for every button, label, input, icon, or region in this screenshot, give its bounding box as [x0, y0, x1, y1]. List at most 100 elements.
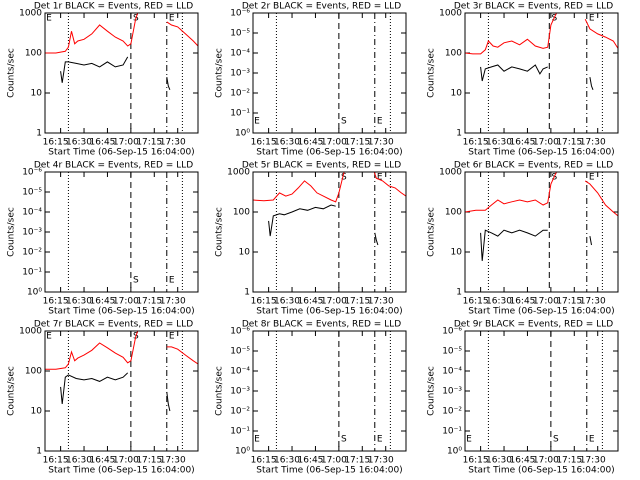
- marker-label: S: [553, 435, 559, 445]
- y-tick-label: 10: [239, 248, 251, 258]
- x-tick-label: 17:00: [321, 297, 347, 307]
- y-tick-label: 10⁻⁶: [22, 168, 42, 178]
- x-tick-label: 17:00: [533, 456, 559, 466]
- y-tick-label: 10: [31, 89, 43, 99]
- y-tick-label: 100: [445, 49, 462, 59]
- marker-label: E: [589, 14, 595, 24]
- x-tick-label: 16:30: [486, 297, 512, 307]
- y-tick-label: 10: [31, 407, 43, 417]
- y-tick-label: 100: [445, 208, 462, 218]
- y-tick-label: 10⁻²: [230, 89, 250, 99]
- y-tick-label: 10⁻⁶: [230, 327, 250, 337]
- x-tick-label: 17:15: [136, 456, 162, 466]
- y-tick-label: 10: [451, 89, 463, 99]
- y-tick-label: 100: [233, 208, 250, 218]
- x-tick-label: 17:15: [556, 138, 582, 148]
- y-tick-label: 10⁻¹: [230, 427, 250, 437]
- panel-title: Det 8r BLACK = Events, RED = LLD: [242, 320, 401, 330]
- panel-title: Det 9r BLACK = Events, RED = LLD: [454, 320, 613, 330]
- x-tick-label: 16:30: [66, 297, 92, 307]
- x-tick-label: 16:15: [43, 138, 69, 148]
- x-axis-label: Start Time (06-Sep-15 16:04:00): [48, 148, 194, 158]
- panel-title: Det 3r BLACK = Events, RED = LLD: [454, 2, 613, 12]
- y-tick-label: 1000: [439, 9, 462, 19]
- y-tick-label: 1000: [19, 327, 42, 337]
- marker-label: E: [254, 117, 260, 127]
- y-tick-label: 1: [36, 447, 42, 457]
- marker-label: S: [341, 435, 347, 445]
- marker-label: S: [133, 276, 139, 286]
- x-tick-label: 16:45: [297, 297, 323, 307]
- x-tick-label: 17:30: [368, 456, 394, 466]
- y-axis-label: Counts/sec: [427, 366, 437, 416]
- x-axis-label: Start Time (06-Sep-15 16:04:00): [468, 148, 614, 158]
- x-axis-label: Start Time (06-Sep-15 16:04:00): [468, 307, 614, 317]
- panel: Det 8r BLACK = Events, RED = LLD Start Ti…: [215, 320, 407, 476]
- marker-label: E: [589, 435, 595, 445]
- series-line: [60, 56, 171, 90]
- y-tick-label: 10⁻⁵: [230, 347, 250, 357]
- x-tick-label: 17:15: [136, 297, 162, 307]
- x-tick-label: 16:45: [297, 456, 323, 466]
- marker-label: E: [169, 332, 175, 342]
- x-tick-label: 16:45: [509, 138, 535, 148]
- x-tick-label: 16:45: [509, 456, 535, 466]
- y-tick-label: 10⁻⁵: [22, 188, 42, 198]
- x-tick-label: 17:00: [113, 138, 139, 148]
- x-tick-label: 17:15: [556, 456, 582, 466]
- y-tick-label: 1: [456, 129, 462, 139]
- y-tick-label: 1: [456, 288, 462, 298]
- x-tick-label: 17:30: [580, 138, 606, 148]
- panel: Det 4r BLACK = Events, RED = LLD Start Ti…: [7, 161, 199, 317]
- x-axis-label: Start Time (06-Sep-15 16:04:00): [468, 466, 614, 476]
- panel: Det 1r BLACK = Events, RED = LLD Start Ti…: [7, 2, 199, 158]
- y-axis-label: Counts/sec: [427, 207, 437, 257]
- marker-label: E: [169, 276, 175, 286]
- x-tick-label: 16:45: [509, 297, 535, 307]
- x-tick-label: 17:00: [533, 297, 559, 307]
- panel-title: Det 6r BLACK = Events, RED = LLD: [454, 161, 613, 171]
- x-axis-label: Start Time (06-Sep-15 16:04:00): [48, 466, 194, 476]
- x-tick-label: 16:30: [66, 456, 92, 466]
- marker-label: E: [466, 435, 472, 445]
- x-tick-label: 16:15: [463, 297, 489, 307]
- y-tick-label: 10⁻⁶: [230, 9, 250, 19]
- series-line: [465, 13, 618, 55]
- x-tick-label: 16:15: [463, 138, 489, 148]
- series-line: [268, 204, 379, 246]
- y-axis-label: Counts/sec: [7, 48, 17, 98]
- panel: Det 3r BLACK = Events, RED = LLD Start Ti…: [427, 2, 619, 158]
- y-tick-label: 10: [451, 248, 463, 258]
- panel-title: Det 1r BLACK = Events, RED = LLD: [34, 2, 193, 12]
- marker-label: E: [254, 435, 260, 445]
- x-tick-label: 16:30: [66, 138, 92, 148]
- series-line: [253, 172, 406, 203]
- panel: Det 5r BLACK = Events, RED = LLD Start Ti…: [215, 161, 407, 317]
- y-tick-label: 1000: [19, 9, 42, 19]
- x-tick-label: 16:30: [486, 138, 512, 148]
- y-tick-label: 10⁻¹: [442, 427, 462, 437]
- x-tick-label: 16:15: [463, 456, 489, 466]
- x-tick-label: 16:15: [251, 138, 277, 148]
- x-tick-label: 17:00: [113, 297, 139, 307]
- x-tick-label: 17:15: [344, 297, 370, 307]
- x-tick-label: 17:30: [160, 138, 186, 148]
- x-tick-label: 16:30: [274, 297, 300, 307]
- y-tick-label: 1000: [439, 168, 462, 178]
- panel: Det 2r BLACK = Events, RED = LLD Start Ti…: [215, 2, 407, 158]
- x-axis-label: Start Time (06-Sep-15 16:04:00): [256, 307, 402, 317]
- x-tick-label: 16:30: [274, 456, 300, 466]
- x-tick-label: 17:30: [580, 456, 606, 466]
- y-axis-label: Counts/sec: [7, 366, 17, 416]
- x-tick-label: 17:30: [368, 138, 394, 148]
- y-axis-label: Counts/sec: [215, 366, 225, 416]
- plot-frame: [252, 12, 407, 134]
- y-tick-label: 1: [244, 288, 250, 298]
- series-line: [480, 64, 594, 90]
- marker-label: E: [46, 14, 52, 24]
- y-tick-label: 10⁻⁴: [230, 49, 250, 59]
- x-tick-label: 17:00: [533, 138, 559, 148]
- panel-title: Det 4r BLACK = Events, RED = LLD: [34, 161, 193, 171]
- y-tick-label: 10⁻¹: [230, 109, 250, 119]
- series-line: [45, 13, 198, 54]
